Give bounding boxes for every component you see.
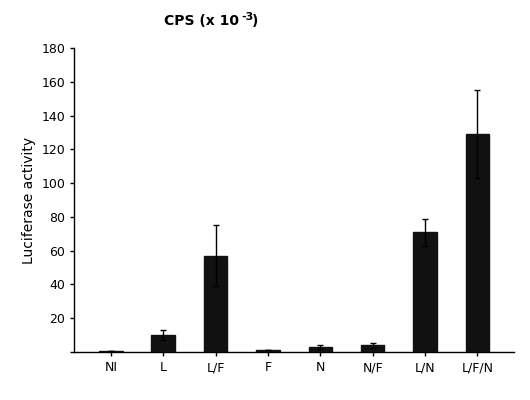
Bar: [466, 134, 489, 352]
Bar: [152, 335, 175, 352]
Y-axis label: Luciferase activity: Luciferase activity: [22, 136, 36, 264]
Text: -3: -3: [241, 12, 253, 22]
Bar: [308, 347, 332, 352]
Bar: [361, 345, 384, 352]
Text: ): ): [252, 14, 258, 28]
Bar: [413, 232, 437, 352]
Bar: [99, 351, 122, 352]
Text: CPS (x 10: CPS (x 10: [163, 14, 238, 28]
Bar: [256, 350, 280, 352]
Bar: [204, 256, 227, 352]
